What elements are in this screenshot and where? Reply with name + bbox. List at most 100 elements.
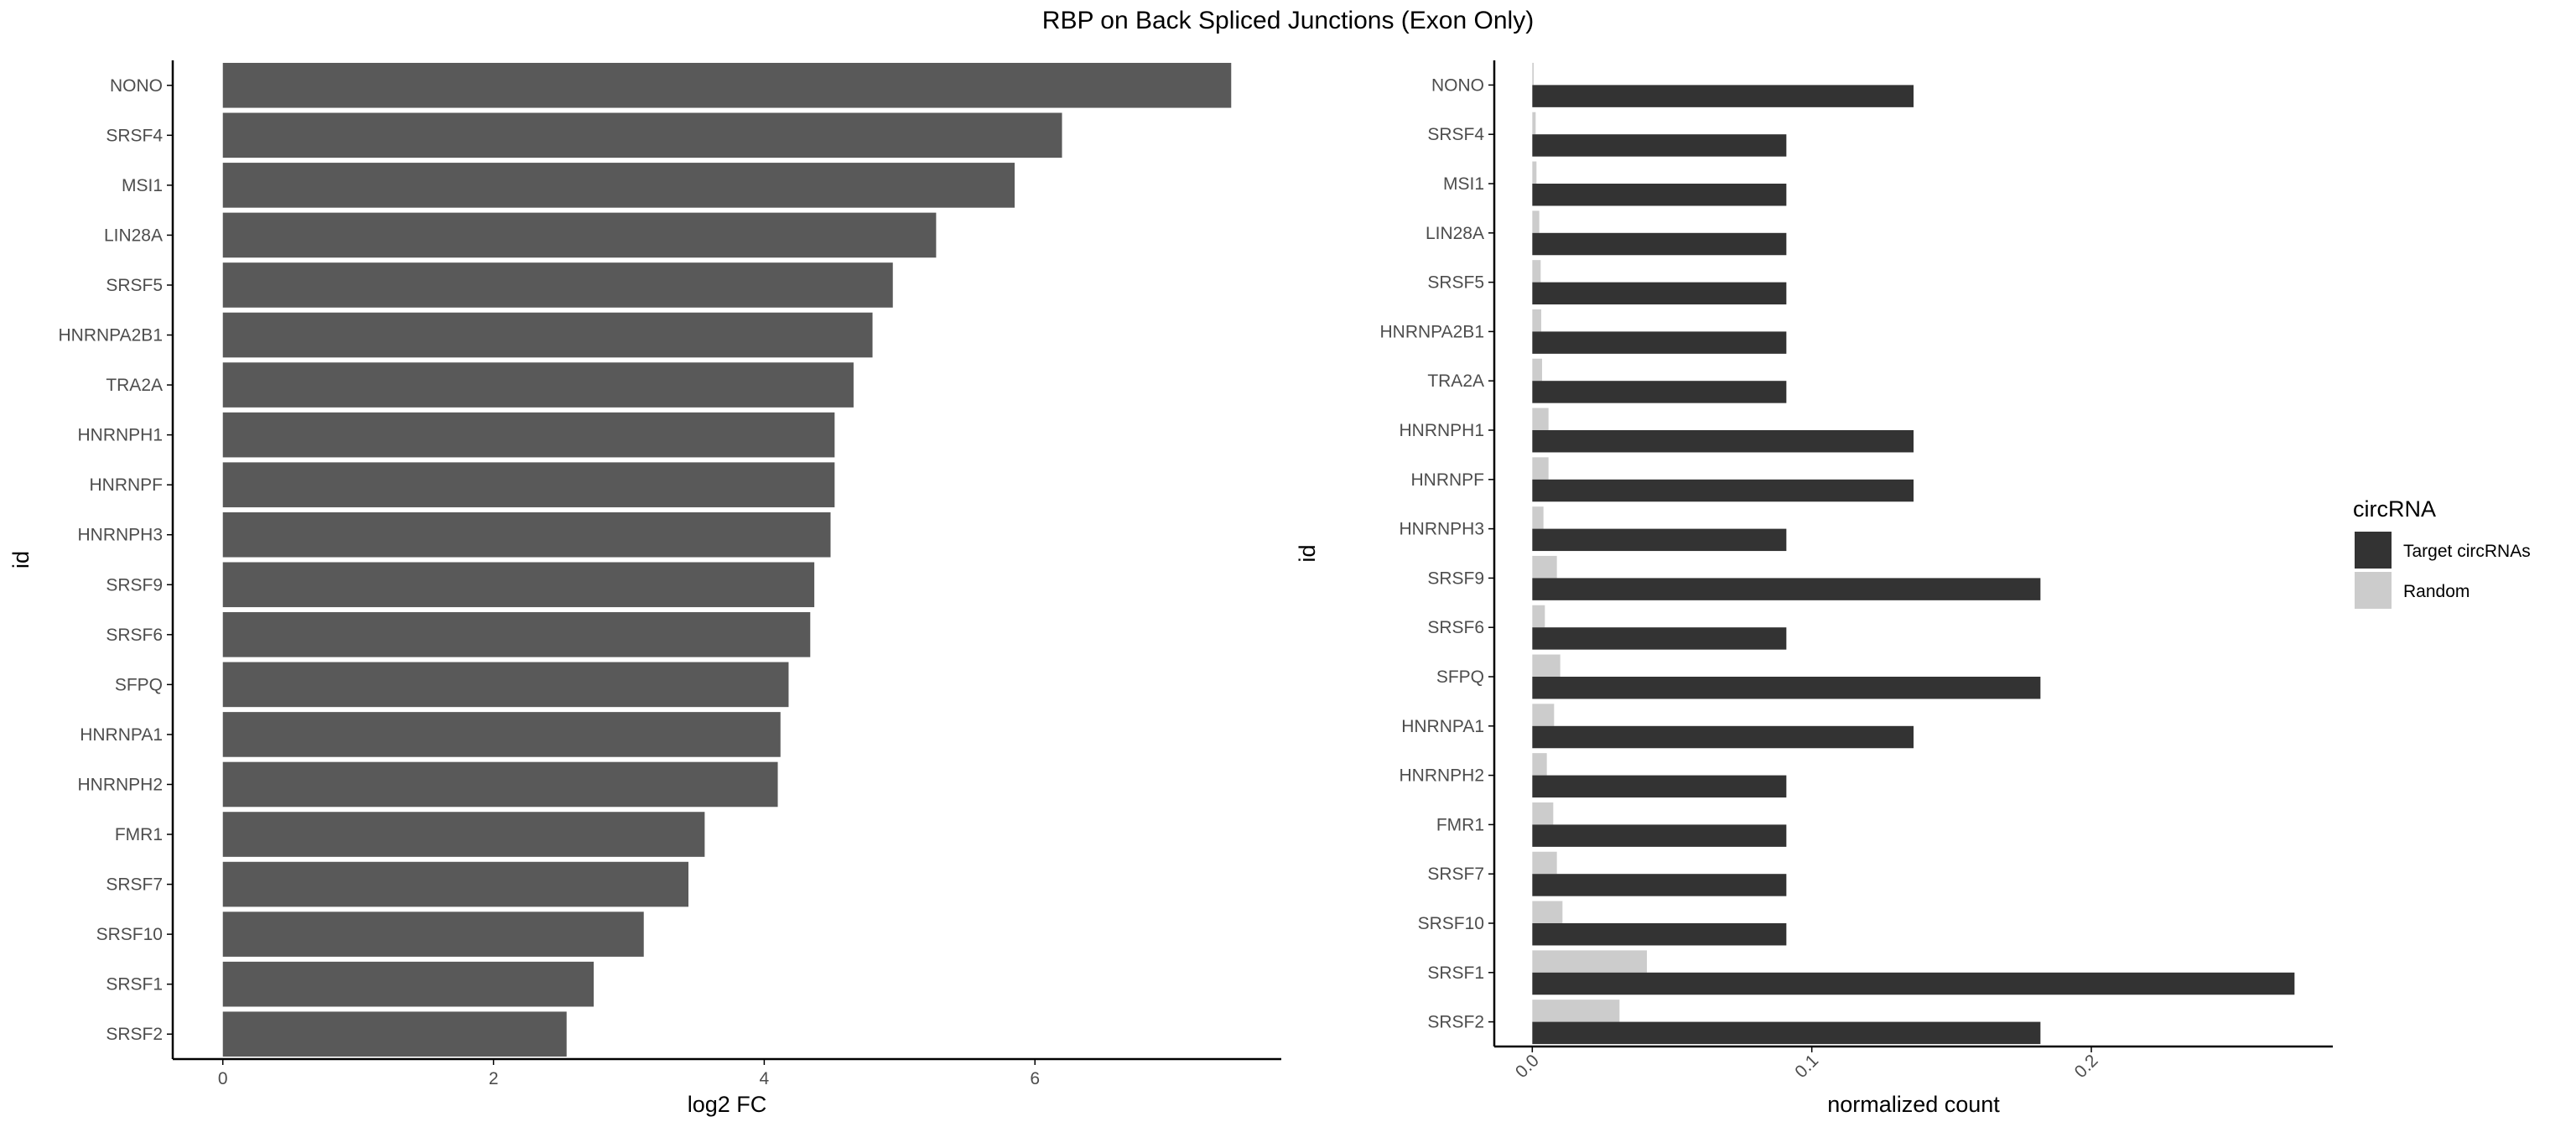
y-tick-label-tra2a: TRA2A <box>1427 371 1484 391</box>
legend-label-random: Random <box>2403 582 2470 601</box>
y-tick-label-hnrnpa1: HNRNPA1 <box>80 725 163 745</box>
bar-random-nono <box>1532 62 1534 86</box>
y-tick-label-srsf1: SRSF1 <box>106 975 163 995</box>
y-tick-label-hnrnph1: HNRNPH1 <box>1399 421 1484 440</box>
x-axis-title: normalized count <box>1827 1092 2000 1117</box>
bar-random-lin28a <box>1532 210 1540 233</box>
bar-target-hnrnpf <box>1532 479 1914 502</box>
bar-target-hnrnph3 <box>1532 528 1787 552</box>
bar-hnrnph2 <box>222 761 778 808</box>
bar-target-srsf1 <box>1532 972 2295 995</box>
y-tick-label-srsf10: SRSF10 <box>1418 914 1484 933</box>
bar-srsf1 <box>222 961 595 1007</box>
y-tick-label-hnrnph1: HNRNPH1 <box>77 426 163 445</box>
bar-target-sfpq <box>1532 677 2041 699</box>
bar-target-srsf10 <box>1532 923 1787 946</box>
y-tick-label-msi1: MSI1 <box>1443 174 1484 194</box>
y-tick-label-lin28a: LIN28A <box>104 226 163 245</box>
y-tick-label-fmr1: FMR1 <box>115 825 163 844</box>
y-tick-label-msi1: MSI1 <box>122 176 163 195</box>
y-tick-label-hnrnph2: HNRNPH2 <box>77 775 163 794</box>
y-tick-label-hnrnph3: HNRNPH3 <box>77 526 163 545</box>
bar-target-hnrnph2 <box>1532 775 1787 798</box>
bar-random-hnrnph1 <box>1532 408 1549 430</box>
bar-random-hnrnpa2b1 <box>1532 309 1541 332</box>
x-tick-label-2: 4 <box>760 1069 770 1088</box>
y-tick-label-sfpq: SFPQ <box>115 675 163 694</box>
bar-random-srsf5 <box>1532 260 1541 283</box>
y-axis-title: id <box>8 551 34 569</box>
bar-srsf10 <box>222 911 644 957</box>
legend-label-target: Target circRNAs <box>2403 542 2531 561</box>
bar-srsf4 <box>222 112 1062 158</box>
y-tick-label-srsf1: SRSF1 <box>1427 963 1484 983</box>
bar-hnrnph3 <box>222 512 831 558</box>
y-tick-label-hnrnpa2b1: HNRNPA2B1 <box>1380 322 1484 341</box>
y-tick-label-srsf2: SRSF2 <box>106 1025 163 1044</box>
bar-srsf9 <box>222 562 815 608</box>
bar-target-hnrnpa1 <box>1532 725 1914 749</box>
figure-title: RBP on Back Spliced Junctions (Exon Only… <box>1042 7 1534 34</box>
y-tick-label-srsf6: SRSF6 <box>106 626 163 645</box>
bar-random-hnrnpf <box>1532 457 1549 480</box>
y-tick-label-srsf6: SRSF6 <box>1427 618 1484 637</box>
bar-random-srsf7 <box>1532 851 1557 875</box>
bar-target-msi1 <box>1532 184 1787 206</box>
bar-target-fmr1 <box>1532 824 1787 847</box>
y-tick-label-srsf10: SRSF10 <box>96 925 163 944</box>
bar-random-sfpq <box>1532 654 1561 677</box>
bar-target-hnrnpa2b1 <box>1532 331 1787 354</box>
bar-random-srsf6 <box>1532 605 1545 628</box>
bar-srsf5 <box>222 262 893 308</box>
bar-lin28a <box>222 212 937 258</box>
bar-hnrnpa2b1 <box>222 312 873 358</box>
y-tick-label-srsf5: SRSF5 <box>1427 273 1484 293</box>
y-tick-label-srsf2: SRSF2 <box>1427 1013 1484 1032</box>
y-tick-label-hnrnpf: HNRNPF <box>90 475 164 495</box>
bar-random-srsf1 <box>1532 950 1647 973</box>
x-tick-label-1: 2 <box>489 1069 499 1088</box>
bar-msi1 <box>222 163 1015 208</box>
y-axis-title: id <box>1295 544 1320 562</box>
bar-target-srsf5 <box>1532 282 1787 305</box>
bar-srsf2 <box>222 1011 567 1057</box>
y-tick-label-srsf7: SRSF7 <box>106 875 163 895</box>
bar-random-msi1 <box>1532 161 1537 184</box>
bar-target-nono <box>1532 85 1914 107</box>
bar-target-hnrnph1 <box>1532 430 1914 453</box>
right-panel-normalized-count: NONO SRSF4 MSI1 LIN28A SRSF5 HNRNPA2B1 TRA2A HN… <box>1295 60 2333 1117</box>
bar-srsf7 <box>222 861 688 907</box>
x-tick-label-2: 0.2 <box>2071 1051 2102 1082</box>
bar-target-srsf9 <box>1532 578 2041 600</box>
bar-target-srsf6 <box>1532 627 1787 650</box>
y-tick-label-srsf9: SRSF9 <box>106 575 163 595</box>
bar-random-tra2a <box>1532 358 1542 382</box>
legend: circRNA Target circRNAs Random <box>2353 496 2531 609</box>
bar-random-hnrnpa1 <box>1532 704 1555 726</box>
legend-key-target <box>2355 532 2392 569</box>
y-tick-label-srsf9: SRSF9 <box>1427 569 1484 588</box>
bar-random-hnrnph3 <box>1532 506 1544 529</box>
y-tick-label-srsf4: SRSF4 <box>106 126 163 145</box>
bar-hnrnpa1 <box>222 712 781 757</box>
legend-key-random <box>2355 572 2392 609</box>
y-tick-label-sfpq: SFPQ <box>1436 667 1484 687</box>
bar-hnrnpf <box>222 462 835 507</box>
x-axis-title: log2 FC <box>688 1092 767 1117</box>
x-tick-label-0: 0 <box>218 1069 228 1088</box>
y-tick-label-srsf5: SRSF5 <box>106 276 163 295</box>
bar-tra2a <box>222 362 854 408</box>
y-tick-label-srsf7: SRSF7 <box>1427 865 1484 884</box>
legend-title: circRNA <box>2353 496 2436 522</box>
y-tick-label-hnrnpa1: HNRNPA1 <box>1401 717 1484 736</box>
y-tick-label-hnrnpf: HNRNPF <box>1411 470 1485 490</box>
bar-target-srsf7 <box>1532 874 1787 896</box>
y-tick-label-nono: NONO <box>110 76 163 96</box>
y-tick-label-fmr1: FMR1 <box>1436 815 1484 834</box>
bar-sfpq <box>222 662 789 708</box>
y-tick-label-srsf4: SRSF4 <box>1427 125 1484 144</box>
bar-target-lin28a <box>1532 232 1787 256</box>
bar-random-srsf4 <box>1532 112 1536 135</box>
bar-nono <box>222 62 1232 108</box>
